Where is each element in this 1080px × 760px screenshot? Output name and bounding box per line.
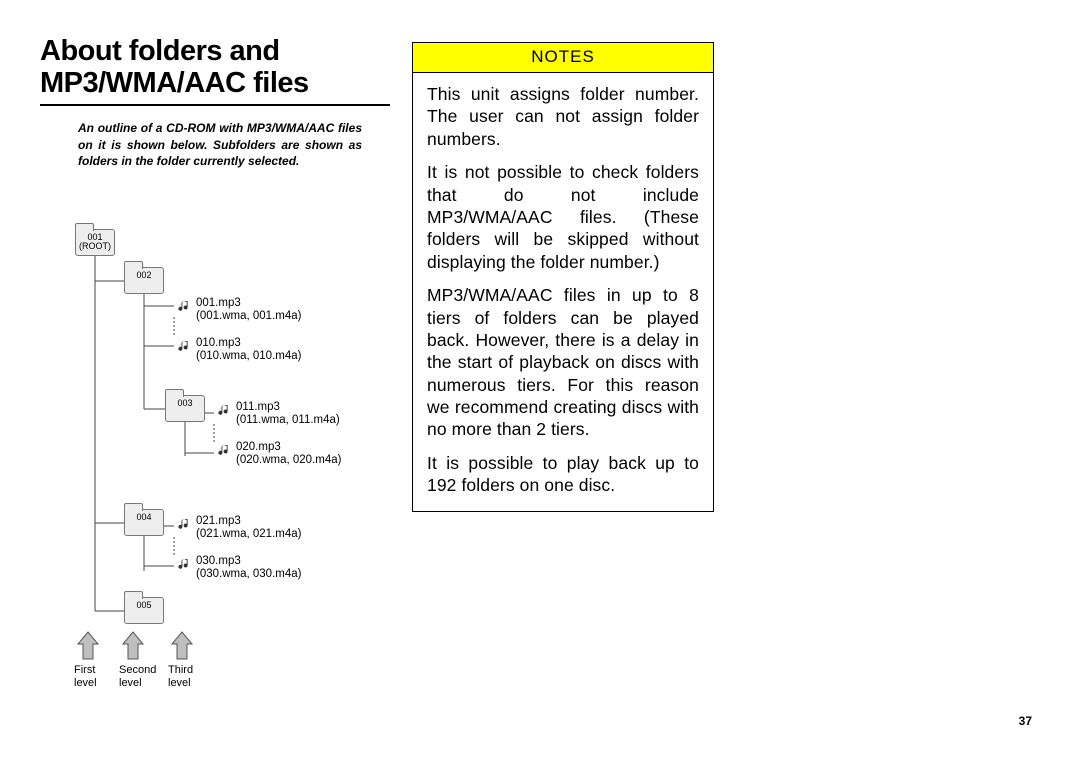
file-label: 030.mp3(030.wma, 030.m4a) [196, 555, 301, 581]
folder-label: 004 [125, 513, 163, 522]
notes-paragraph: It is not possible to check folders that… [427, 161, 699, 273]
left-column: About folders and MP3/WMA/AAC files An o… [40, 36, 390, 170]
page-title: About folders and MP3/WMA/AAC files [40, 36, 390, 100]
folder-icon: 002 [124, 267, 164, 294]
music-note-icon [218, 403, 232, 417]
level-label: Firstlevel [74, 664, 97, 689]
manual-page: About folders and MP3/WMA/AAC files An o… [40, 36, 1040, 724]
folder-icon: 003 [165, 395, 205, 422]
music-note-icon [178, 339, 192, 353]
file-label: 010.mp3(010.wma, 010.m4a) [196, 337, 301, 363]
notes-body: This unit assigns folder number. The use… [413, 73, 713, 511]
file-label: 011.mp3(011.wma, 011.m4a) [236, 401, 340, 427]
music-note-icon [178, 557, 192, 571]
music-note-icon [178, 517, 192, 531]
notes-paragraph: MP3/WMA/AAC files in up to 8 tiers of fo… [427, 284, 699, 441]
folder-icon: 001(ROOT) [75, 229, 115, 256]
level-label: Thirdlevel [168, 664, 193, 689]
folder-label: 001(ROOT) [76, 233, 114, 252]
folder-tree-diagram: 001(ROOT) 002 003 004 005 001.mp3(001.wma, 00… [70, 221, 390, 661]
file-label: 020.mp3(020.wma, 020.m4a) [236, 441, 341, 467]
file-label: 001.mp3(001.wma, 001.m4a) [196, 297, 301, 323]
music-note-icon [218, 443, 232, 457]
level-arrow-icon [171, 631, 191, 659]
level-arrow-icon [77, 631, 97, 659]
notes-paragraph: It is possible to play back up to 192 fo… [427, 452, 699, 497]
page-number: 37 [1019, 714, 1032, 728]
folder-icon: 005 [124, 597, 164, 624]
title-underline [40, 104, 390, 106]
notes-header: NOTES [413, 43, 713, 73]
file-label: 021.mp3(021.wma, 021.m4a) [196, 515, 301, 541]
notes-paragraph: This unit assigns folder number. The use… [427, 83, 699, 150]
level-label: Secondlevel [119, 664, 156, 689]
folder-label: 002 [125, 271, 163, 280]
folder-label: 005 [125, 601, 163, 610]
intro-text: An outline of a CD-ROM with MP3/WMA/AAC … [78, 120, 362, 170]
folder-icon: 004 [124, 509, 164, 536]
music-note-icon [178, 299, 192, 313]
tree-connector-lines [70, 221, 390, 661]
folder-label: 003 [166, 399, 204, 408]
notes-box: NOTES This unit assigns folder number. T… [412, 42, 714, 512]
level-arrow-icon [122, 631, 142, 659]
